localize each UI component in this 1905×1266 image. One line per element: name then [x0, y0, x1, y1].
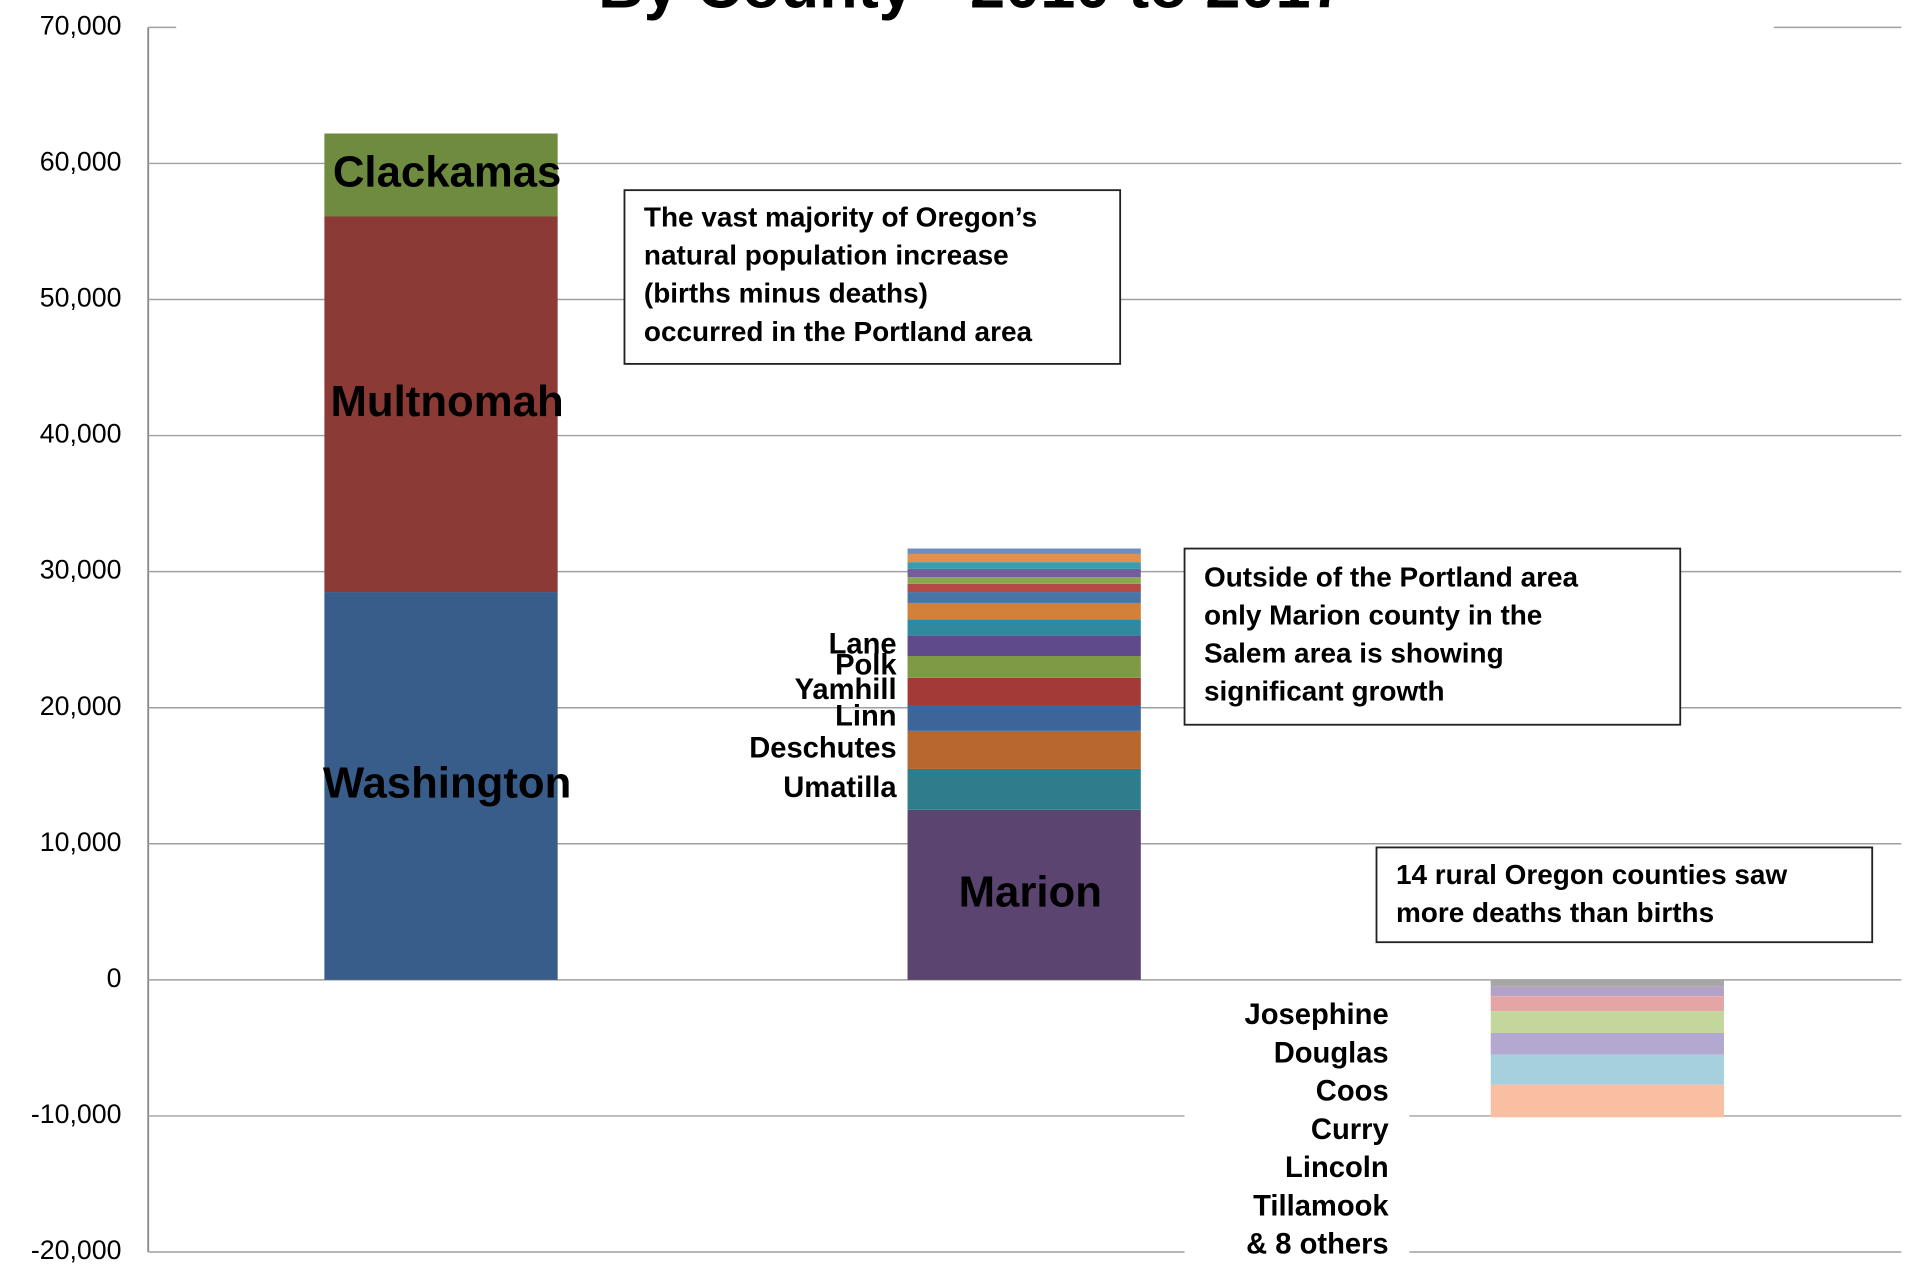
y-tick-label: -20,000 — [31, 1235, 122, 1265]
segment-label: Lincoln — [1285, 1152, 1389, 1184]
bar-segment — [1490, 986, 1724, 997]
bar-segment — [324, 133, 558, 217]
annotation-text: The vast majority of Oregon’s — [644, 202, 1037, 233]
annotation-box — [623, 189, 1122, 365]
segment-label: Linn — [835, 701, 897, 733]
segment-label: Deschutes — [749, 733, 896, 765]
y-tick-label: -10,000 — [31, 1099, 122, 1129]
y-tick-label: 60,000 — [40, 146, 122, 176]
bar-segment — [324, 592, 558, 980]
chart-title: By County - 2010 to 2017 — [598, 0, 1346, 22]
bar-segment — [1490, 1032, 1724, 1055]
bar-segment — [907, 677, 1141, 705]
segment-label: Tillamook — [1253, 1190, 1389, 1222]
y-tick-label: 20,000 — [40, 691, 122, 721]
annotation-box — [1375, 846, 1874, 944]
bar-segment — [1490, 979, 1724, 987]
bar-segment — [1490, 1011, 1724, 1033]
segment-label: & 8 others — [1246, 1229, 1389, 1261]
bar-segment — [907, 730, 1141, 769]
segment-label: Polk — [835, 650, 897, 682]
annotation-text: significant growth — [1204, 675, 1445, 706]
bar-segment — [907, 583, 1141, 593]
bar-segment — [907, 577, 1141, 584]
bar-segment — [907, 768, 1141, 810]
y-tick-label: 0 — [107, 963, 122, 993]
y-tick-label: 70,000 — [40, 10, 122, 40]
bar-segment — [907, 562, 1141, 569]
segment-label: Yamhill — [795, 674, 897, 706]
bar-segment — [907, 568, 1141, 578]
annotation-text: more deaths than births — [1396, 897, 1714, 928]
bar-segment — [1490, 996, 1724, 1012]
bar-segment — [907, 619, 1141, 636]
label-background — [1184, 990, 1410, 1266]
bar-segment — [907, 809, 1141, 980]
segment-label: Clackamas — [333, 148, 561, 197]
annotation-text: natural population increase — [644, 240, 1009, 271]
annotation-text: 14 rural Oregon counties saw — [1396, 859, 1788, 890]
annotation-text: occurred in the Portland area — [644, 316, 1033, 347]
segment-label: Lane — [829, 629, 897, 661]
segment-label: Douglas — [1274, 1037, 1389, 1069]
bar-segment — [907, 548, 1141, 554]
y-tick-label: 50,000 — [40, 283, 122, 313]
bar-segment — [907, 635, 1141, 657]
y-tick-label: 30,000 — [40, 555, 122, 585]
annotation-text: Outside of the Portland area — [1204, 561, 1579, 592]
segment-label: Coos — [1316, 1076, 1389, 1108]
annotation-box — [1183, 547, 1682, 726]
bar-segment — [907, 656, 1141, 678]
segment-label: Marion — [959, 867, 1102, 916]
annotation-text: only Marion county in the — [1204, 599, 1542, 630]
bar-segment — [324, 216, 558, 593]
bar-segment — [1490, 1054, 1724, 1085]
annotation-text: Salem area is showing — [1204, 637, 1504, 668]
segment-label: Josephine — [1245, 999, 1389, 1031]
segment-label: Washington — [323, 759, 572, 808]
title-background — [176, 0, 1774, 38]
bar-segment — [1490, 1084, 1724, 1118]
y-tick-label: 10,000 — [40, 827, 122, 857]
y-tick-label: 40,000 — [40, 419, 122, 449]
bar-segment — [907, 704, 1141, 731]
bar-segment — [907, 553, 1141, 563]
segment-label: Multnomah — [331, 377, 564, 426]
bar-segment — [907, 592, 1141, 603]
segment-label: Umatilla — [783, 772, 897, 804]
bar-segment — [907, 602, 1141, 620]
segment-label: Curry — [1311, 1114, 1390, 1146]
annotation-text: (births minus deaths) — [644, 278, 928, 309]
